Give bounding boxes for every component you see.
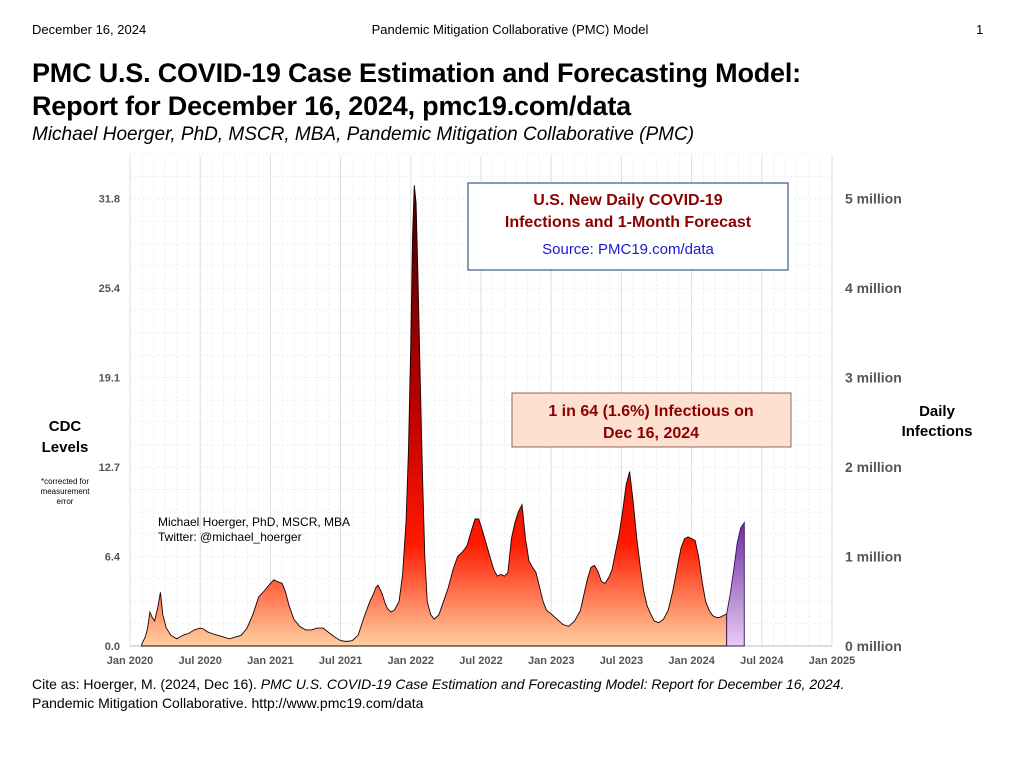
left-axis-label-line1: CDC [49,418,82,435]
x-tick-label: Jul 2023 [600,655,643,667]
x-tick-label: Jan 2024 [668,655,715,667]
left-tick-label: 31.8 [99,194,120,206]
right-tick-label: 4 million [845,280,902,296]
infectious-rate-box [511,392,792,448]
author-note-line2: Twitter: @michael_hoerger [158,530,302,544]
citation-prefix: Cite as: Hoerger, M. (2024, Dec 16). [32,676,261,692]
left-axis-note-line2: measurement [41,487,91,496]
infectious-rate-line1: 1 in 64 (1.6%) Infectious on [548,403,753,420]
report-title-line2: Report for December 16, 2024, pmc19.com/… [32,91,631,121]
right-tick-label: 2 million [845,459,902,475]
left-tick-label: 0.0 [105,641,120,653]
chart-title-box [467,182,789,271]
header-date: December 16, 2024 [32,22,147,37]
x-tick-label: Jan 2025 [809,655,855,667]
x-tick-label: Jan 2021 [247,655,293,667]
citation-line2: Pandemic Mitigation Collaborative. http:… [32,695,424,711]
infectious-rate-line2: Dec 16, 2024 [603,425,699,442]
left-axis-note-line1: *corrected for [41,477,89,486]
citation-title: PMC U.S. COVID-19 Case Estimation and Fo… [260,676,845,692]
x-tick-label: Jul 2022 [459,655,502,667]
left-tick-label: 12.7 [99,462,120,474]
infections-area [141,185,728,647]
chart-title-line2: Infections and 1-Month Forecast [505,214,752,231]
x-tick-label: Jan 2023 [528,655,574,667]
right-axis-label-line2: Infections [902,423,973,440]
citation-line1: Cite as: Hoerger, M. (2024, Dec 16). PMC… [32,676,844,692]
right-tick-label: 1 million [845,549,902,565]
right-tick-label: 3 million [845,370,902,386]
chart-source: Source: PMC19.com/data [542,241,714,258]
x-tick-label: Jan 2020 [107,655,153,667]
x-tick-label: Jan 2022 [388,655,434,667]
right-tick-label: 0 million [845,638,902,654]
left-tick-label: 6.4 [105,552,121,564]
left-axis-note-line3: error [57,497,74,506]
chart-title-line1: U.S. New Daily COVID-19 [533,192,722,209]
x-tick-label: Jul 2020 [178,655,221,667]
author-note-line1: Michael Hoerger, PhD, MSCR, MBA [158,515,350,529]
forecast-area [726,521,745,647]
header-center-title: Pandemic Mitigation Collaborative (PMC) … [371,22,649,37]
x-tick-label: Jul 2021 [319,655,362,667]
left-tick-label: 19.1 [99,373,120,385]
page-number: 1 [976,22,984,37]
left-tick-label: 25.4 [99,283,121,295]
report-title-line1: PMC U.S. COVID-19 Case Estimation and Fo… [32,58,801,88]
right-tick-label: 5 million [845,191,902,207]
left-axis-label-line2: Levels [42,439,89,456]
infection-chart: 0.0 6.4 12.7 19.1 25.4 31.8 0 million 1 millio… [41,153,973,667]
x-tick-label: Jul 2024 [740,655,784,667]
report-subtitle: Michael Hoerger, PhD, MSCR, MBA, Pandemi… [32,124,695,145]
right-axis-label-line1: Daily [919,403,956,420]
